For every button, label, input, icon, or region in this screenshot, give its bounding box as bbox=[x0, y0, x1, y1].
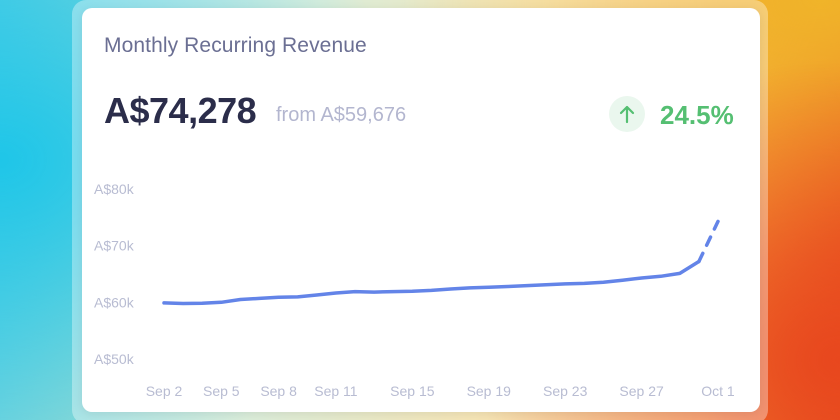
revenue-line bbox=[162, 259, 701, 306]
x-tick-label: Sep 8 bbox=[260, 383, 297, 399]
arrow-up-icon bbox=[609, 96, 645, 132]
x-tick-label: Sep 5 bbox=[203, 383, 240, 399]
previous-value: from A$59,676 bbox=[276, 104, 407, 126]
y-tick-label: A$70k bbox=[94, 238, 135, 254]
x-tick-label: Sep 19 bbox=[467, 383, 512, 399]
revenue-line-chart: A$80k A$70k A$60k A$50k Sep 2 Sep 5 Sep 8 Sep 1… bbox=[94, 181, 735, 399]
x-tick-label: Sep 27 bbox=[619, 383, 664, 399]
mrr-card: Monthly Recurring Revenue A$74,278 from … bbox=[82, 8, 760, 412]
y-tick-label: A$60k bbox=[94, 294, 135, 310]
x-tick-label: Sep 2 bbox=[146, 383, 183, 399]
x-tick-label: Oct 1 bbox=[701, 383, 735, 399]
x-tick-label: Sep 15 bbox=[390, 383, 435, 399]
card-title: Monthly Recurring Revenue bbox=[104, 34, 367, 57]
forecast-line bbox=[697, 219, 720, 264]
mrr-value: A$74,278 bbox=[104, 90, 257, 131]
y-tick-label: A$50k bbox=[94, 351, 135, 367]
x-tick-label: Sep 11 bbox=[314, 383, 358, 399]
y-tick-label: A$80k bbox=[94, 181, 135, 197]
growth-percentage: 24.5% bbox=[660, 100, 734, 130]
x-tick-label: Sep 23 bbox=[543, 383, 588, 399]
